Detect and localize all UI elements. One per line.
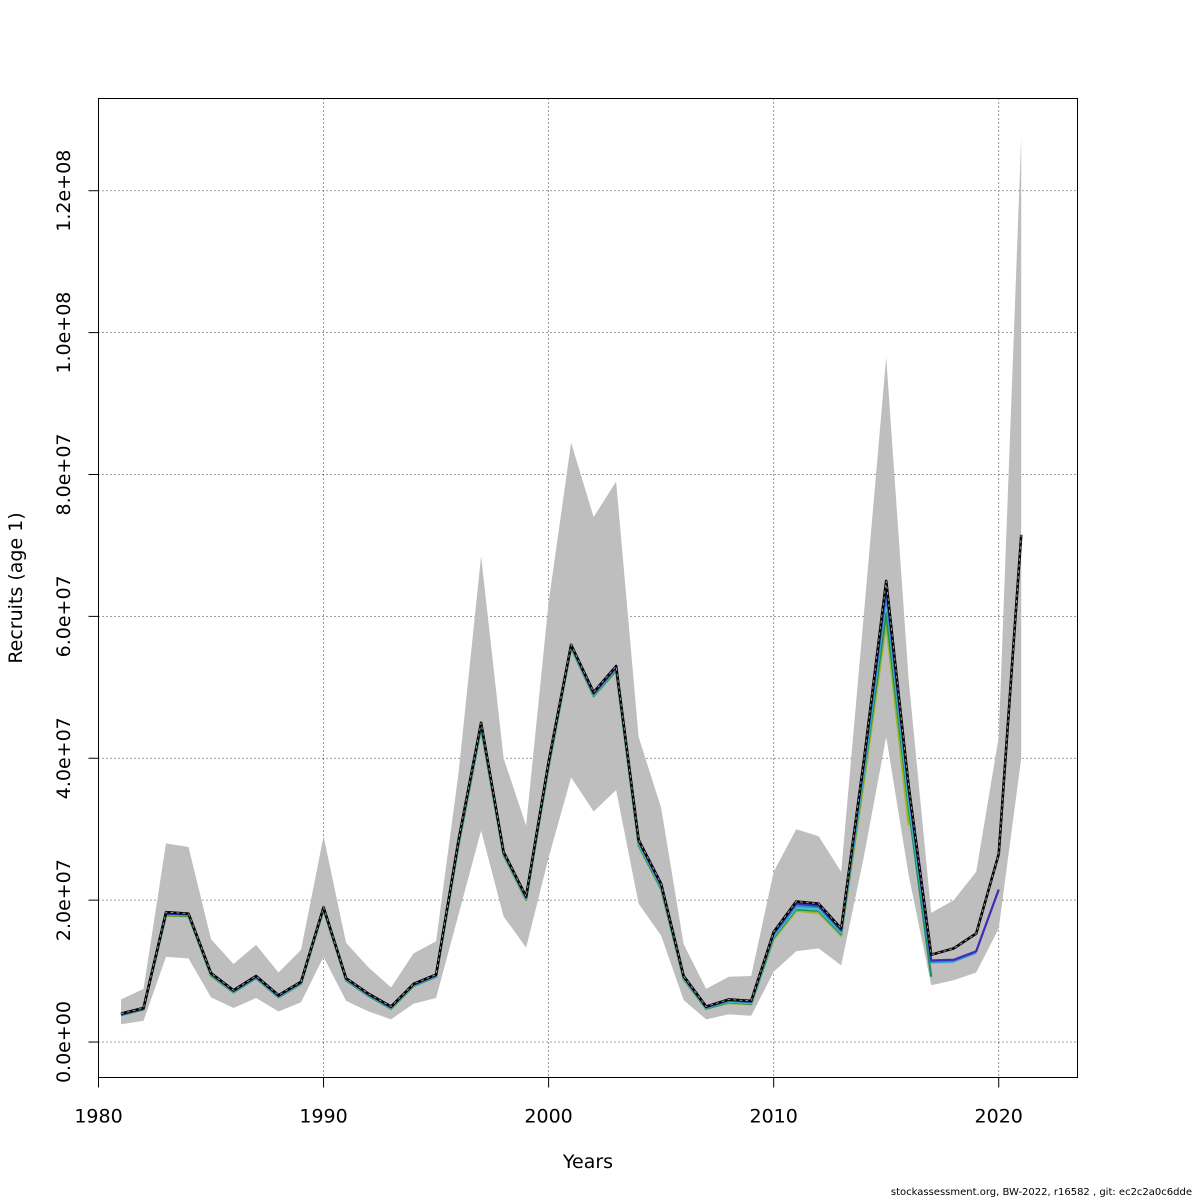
- confidence-band: [121, 137, 1022, 1025]
- plot-frame: [98, 98, 1078, 1078]
- y-tick-label-3: 6.0e+07: [53, 575, 75, 657]
- footer-credit: stockassessment.org, BW-2022, r16582 , g…: [890, 1187, 1192, 1198]
- x-tick-label-1: 1990: [299, 1106, 347, 1128]
- x-axis: 1980 1990 2000 2010 2020: [74, 1077, 1023, 1128]
- confidence-band-layer: [121, 137, 1022, 1025]
- y-tick-label-2: 4.0e+07: [53, 717, 75, 799]
- x-axis-title: Years: [562, 1151, 613, 1173]
- x-tick-label-2: 2000: [524, 1106, 572, 1128]
- series-line-0-dash: [120, 534, 1022, 1015]
- y-tick-label-4: 8.0e+07: [53, 433, 75, 515]
- x-tick-label-4: 2020: [975, 1106, 1023, 1128]
- x-tick-label-3: 2010: [749, 1106, 797, 1128]
- y-tick-label-1: 2.0e+07: [53, 859, 75, 941]
- series-layer: [120, 534, 1023, 1017]
- x-tick-label-0: 1980: [74, 1106, 122, 1128]
- y-tick-label-6: 1.2e+08: [53, 150, 75, 232]
- y-tick-label-0: 0.0e+00: [53, 1001, 75, 1083]
- y-axis-title: Recruits (age 1): [5, 512, 27, 663]
- y-axis: 0.0e+00 2.0e+07 4.0e+07 6.0e+07 8.0e+07 1.0e+…: [53, 150, 99, 1083]
- y-tick-label-5: 1.0e+08: [53, 292, 75, 374]
